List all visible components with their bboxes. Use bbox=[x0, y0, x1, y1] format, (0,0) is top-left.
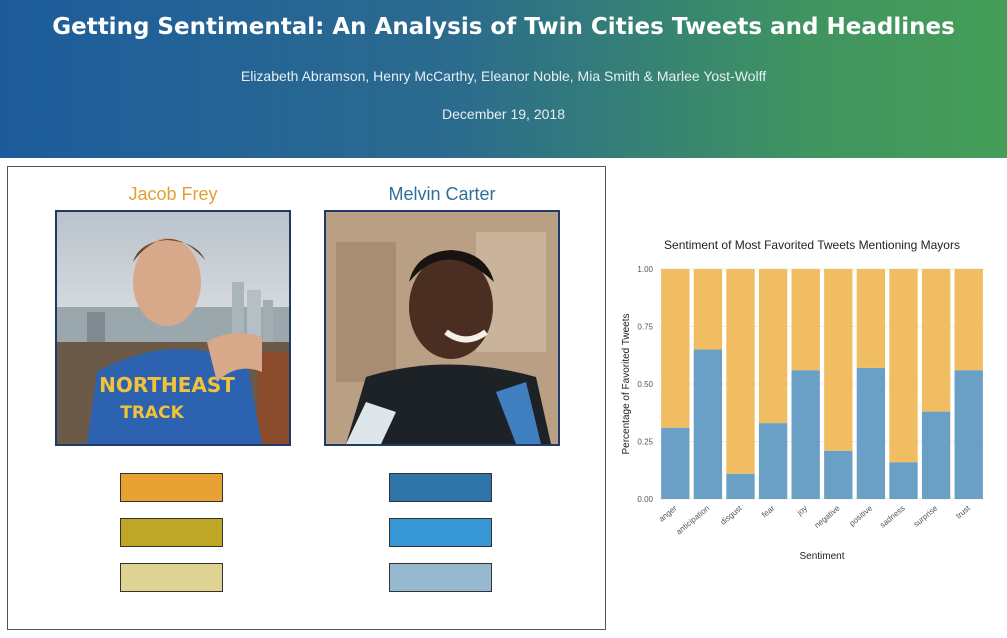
x-tick-label: trust bbox=[954, 503, 972, 520]
bar-trust-1 bbox=[954, 269, 983, 371]
frey-swatch-2 bbox=[120, 518, 223, 547]
x-tick-label: disgust bbox=[719, 503, 745, 527]
bar-surprise-1 bbox=[921, 269, 951, 412]
bar-fear-0 bbox=[758, 423, 788, 499]
bar-negative-1 bbox=[824, 269, 853, 451]
mayor-name-frey: Jacob Frey bbox=[128, 184, 218, 204]
carter-swatch-2 bbox=[389, 518, 492, 547]
bar-anger-1 bbox=[661, 269, 690, 428]
x-tick-label: fear bbox=[760, 503, 777, 519]
mayor-name-carter: Melvin Carter bbox=[388, 184, 496, 204]
bar-joy-0 bbox=[791, 370, 820, 499]
publication-date: December 19, 2018 bbox=[442, 106, 565, 122]
page-header: Getting Sentimental: An Analysis of Twin… bbox=[0, 0, 1007, 158]
bar-positive-1 bbox=[856, 269, 886, 368]
bar-disgust-0 bbox=[726, 473, 755, 499]
x-tick-label: sadness bbox=[878, 504, 907, 530]
x-tick-label: surprise bbox=[912, 503, 940, 529]
y-tick-label: 0.00 bbox=[637, 495, 653, 504]
photo-melvin-carter bbox=[324, 210, 560, 446]
frey-swatch-3 bbox=[120, 563, 223, 592]
bar-surprise-0 bbox=[921, 411, 951, 499]
x-axis-label: Sentiment bbox=[799, 551, 844, 562]
y-tick-label: 0.75 bbox=[637, 323, 653, 332]
sentiment-bar-chart: Sentiment of Most Favorited Tweets Menti… bbox=[621, 238, 985, 562]
mayor-panel: Jacob Frey NORTHEAST TRACK Melvin Carter bbox=[7, 166, 606, 630]
page-title: Getting Sentimental: An Analysis of Twin… bbox=[52, 14, 955, 40]
bar-trust-0 bbox=[954, 370, 983, 499]
frey-swatch-1 bbox=[120, 473, 223, 502]
bar-disgust-1 bbox=[726, 269, 755, 474]
shirt-text-track: TRACK bbox=[120, 403, 184, 423]
x-tick-label: negative bbox=[813, 503, 842, 530]
y-tick-label: 0.50 bbox=[637, 380, 653, 389]
shirt-text-northeast: NORTHEAST bbox=[99, 373, 235, 397]
authors-line: Elizabeth Abramson, Henry McCarthy, Elea… bbox=[240, 68, 767, 84]
x-tick-label: anger bbox=[657, 503, 679, 523]
carter-portrait-illustration bbox=[326, 212, 558, 444]
x-tick-label: positive bbox=[848, 503, 875, 528]
bar-sadness-1 bbox=[889, 269, 918, 463]
frey-portrait-illustration: NORTHEAST TRACK bbox=[57, 238, 289, 444]
bar-negative-0 bbox=[824, 450, 853, 499]
x-tick-label: joy bbox=[795, 504, 809, 518]
bar-positive-0 bbox=[856, 367, 886, 499]
carter-swatch-1 bbox=[389, 473, 492, 502]
photo-jacob-frey: NORTHEAST TRACK bbox=[55, 210, 291, 446]
carter-swatch-3 bbox=[389, 563, 492, 592]
x-tick-label: anticipation bbox=[674, 504, 711, 537]
bar-sadness-0 bbox=[889, 462, 918, 499]
bar-anger-0 bbox=[661, 427, 690, 499]
bar-joy-1 bbox=[791, 269, 820, 371]
chart-title: Sentiment of Most Favorited Tweets Menti… bbox=[664, 238, 960, 252]
bar-fear-1 bbox=[758, 269, 788, 424]
y-axis-label: Percentage of Favorited Tweets bbox=[621, 313, 632, 454]
y-tick-label: 0.25 bbox=[637, 438, 653, 447]
y-tick-label: 1.00 bbox=[637, 265, 653, 274]
bar-anticipation-0 bbox=[693, 349, 723, 499]
bar-anticipation-1 bbox=[693, 269, 723, 350]
